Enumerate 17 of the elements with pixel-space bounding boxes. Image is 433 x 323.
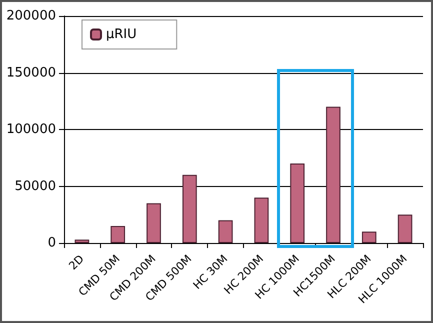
legend-label: µRIU (106, 27, 137, 42)
y-tick-label: 100000 (6, 122, 56, 137)
bar (326, 106, 340, 243)
bar (110, 226, 126, 243)
y-tick-label: 200000 (6, 8, 56, 24)
bar (74, 240, 90, 243)
y-tick-label: 150000 (6, 65, 56, 80)
y-tick-label: 0 (48, 236, 56, 250)
x-tick-label: 2D (66, 252, 87, 273)
bar (398, 214, 412, 243)
bar (362, 232, 376, 243)
bar (146, 203, 161, 243)
bar (182, 174, 197, 243)
bar (254, 198, 269, 243)
y-tick-label: 50000 (14, 178, 56, 194)
bar (218, 220, 233, 243)
bar (290, 164, 305, 243)
